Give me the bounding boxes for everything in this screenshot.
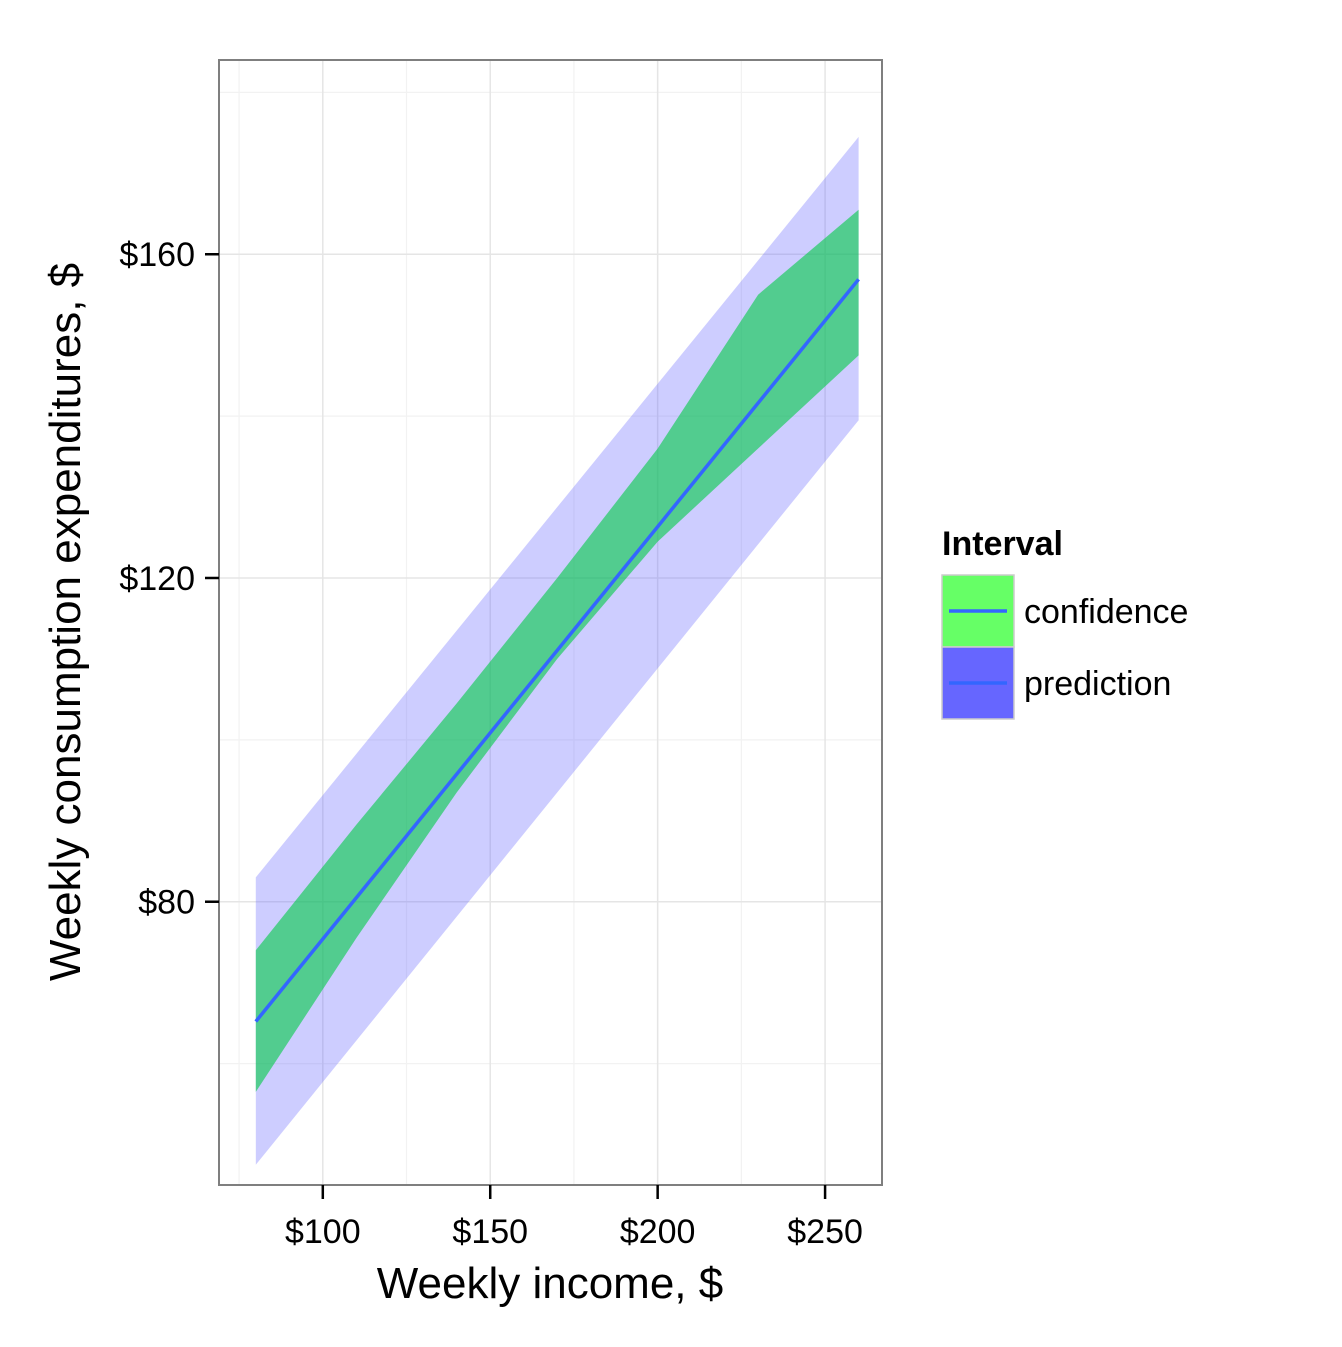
x-tick-label: $200 (620, 1213, 696, 1251)
legend-title: Interval (942, 525, 1063, 563)
x-axis-title: Weekly income, $ (377, 1259, 723, 1308)
x-tick-label: $100 (285, 1213, 361, 1251)
fit-line (254, 278, 860, 1023)
fit-line-group (254, 278, 860, 1023)
legend-label-prediction: prediction (1024, 665, 1171, 703)
x-axis: $100 $150 $200 $250 (285, 1185, 863, 1251)
y-tick-label: $160 (119, 236, 195, 274)
x-tick-label: $150 (452, 1213, 528, 1251)
legend-label-confidence: confidence (1024, 593, 1188, 631)
y-tick-label: $120 (119, 560, 195, 598)
y-axis: $80 $120 $160 (119, 236, 219, 922)
plot-border (218, 59, 883, 1186)
y-tick-label: $80 (138, 884, 195, 922)
legend: Interval confidence prediction (941, 525, 1188, 720)
x-tick-label: $250 (787, 1213, 863, 1251)
y-axis-title: Weekly consumption expenditures, $ (41, 263, 90, 981)
